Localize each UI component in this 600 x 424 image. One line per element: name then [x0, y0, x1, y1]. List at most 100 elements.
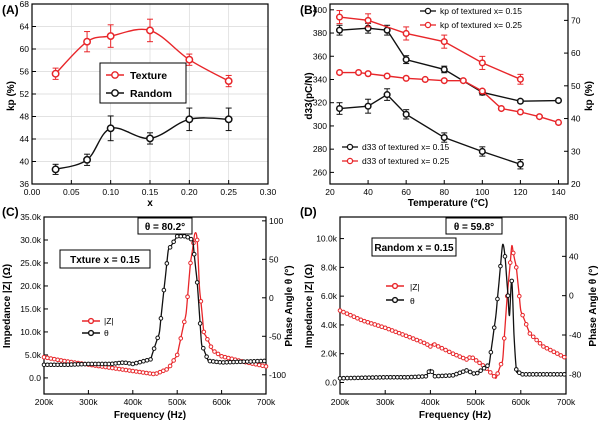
- panel-d-series-1-point-54: [432, 374, 438, 379]
- panel-d-legend-theta: θ: [410, 296, 415, 306]
- panel-d-xtick-label-5: 700k: [557, 397, 576, 407]
- panel-c-series-0-point-72: [164, 367, 169, 372]
- panel-c-series-1-point-56: [137, 359, 143, 365]
- panel-d-series-0-point-62: [447, 349, 452, 355]
- panel-d-series-0-point-88: [491, 373, 497, 379]
- panel-b-series-2-point-3: [402, 110, 410, 118]
- panel-d-series-1-point-18: [370, 375, 375, 380]
- panel-a-series-0-point-0: [51, 69, 60, 78]
- panel-d-plot-frame: [339, 216, 567, 395]
- panel-d-legend-z: |Z|: [410, 282, 420, 292]
- panel-d-series-1-point-84: [485, 363, 490, 369]
- panel-b-legend-kp-015: kp of textured x= 0.15: [440, 6, 522, 16]
- panel-d-series-0-point-102: [513, 265, 519, 270]
- panel-a-ytick-left-label-5: 56: [20, 67, 30, 77]
- panel-b-ylabel-right: kp (%): [584, 81, 595, 111]
- panel-a-ytick-left-label-6: 60: [20, 44, 30, 54]
- panel-c: (C) Frequency (Hz) Impedance |Z| (Ω) Pha…: [2, 205, 295, 421]
- panel-a-series-1-point-3: [146, 134, 154, 143]
- panel-c-xtick-label-3: 500k: [168, 397, 187, 407]
- panel-d-series-0-point-92: [498, 361, 504, 367]
- panel-d-series-0-point-56: [435, 344, 441, 349]
- panel-d-series-0-point-118: [541, 344, 546, 349]
- panel-d-series-1-point-94: [502, 254, 508, 259]
- panel-d-theta-annotation: θ = 59.8°: [454, 222, 494, 233]
- panel-c-sample-box: [59, 249, 151, 269]
- panel-c-series-0-point-76: [171, 358, 176, 363]
- panel-b-series-3-point-2: [364, 70, 372, 78]
- panel-d-series-0-point-58: [439, 345, 445, 351]
- panel-d-ylabel-left: Impedance |Z| (Ω): [304, 264, 315, 348]
- panel-b-series-0-point-4: [440, 65, 448, 74]
- panel-c-series-0-point-100: [212, 349, 217, 354]
- panel-d-series-0-point-76: [470, 355, 476, 361]
- panel-d-xtick-label-4: 600k: [512, 397, 531, 407]
- panel-b-xtick-label-4: 100: [475, 187, 489, 197]
- panel-a-ytick-left-label-1: 40: [20, 157, 30, 167]
- panel-d-series-0-point-42: [410, 336, 416, 341]
- panel-b-series-0-line: [339, 27, 559, 102]
- panel-d-series-1-point-86: [488, 349, 494, 355]
- panel-d-series-0-point-54: [432, 342, 437, 347]
- panel-c-legend-theta: θ: [104, 328, 109, 338]
- panel-c-legend-theta-marker: [87, 329, 95, 337]
- panel-d-xtick-label-2: 400k: [421, 397, 440, 407]
- panel-d-series-1-point-74: [467, 369, 473, 375]
- panel-d-series-0-point-130: [561, 354, 567, 360]
- panel-b-series-3-point-0: [335, 68, 344, 77]
- panel-d-theta-box: [445, 217, 503, 235]
- panel-b-series-1-point-3: [440, 38, 448, 46]
- panel-b-legend-kp-025: kp of textured x= 0.25: [440, 20, 522, 30]
- panel-d-series-1-point-44: [416, 374, 421, 379]
- panel-c-series-1-point-64: [151, 346, 157, 351]
- panel-c-series-0-point-92: [198, 298, 204, 304]
- panel-c-ylabel-left: Impedance |Z| (Ω): [2, 264, 13, 348]
- panel-c-xtick-label-4: 600k: [212, 397, 231, 407]
- panel-b-xlabel: Temperature (°C): [408, 198, 489, 209]
- panel-c-series-1-point-72: [164, 261, 170, 266]
- panel-b-xtick-label-3: 80: [440, 187, 450, 197]
- panel-b-series-3-line: [339, 71, 559, 124]
- panel-c-series-0-point-78: [174, 352, 180, 358]
- panel-b-xtick-label-1: 40: [363, 187, 373, 197]
- panel-d-series-0-point-46: [418, 339, 423, 344]
- panel-d-series-1-point-98: [509, 278, 515, 284]
- panel-c-series-1-point-58: [141, 358, 146, 364]
- panel-a-xtick-label-3: 0.15: [142, 187, 159, 197]
- panel-d-series-0-point-106: [520, 312, 525, 318]
- panel-b-ytick-left-label-4: 340: [313, 74, 327, 84]
- panel-d-ytick-left-label-0: 0.0: [325, 377, 337, 387]
- panel-d-ytick-left-label-4: 8.0k: [321, 262, 338, 272]
- panel-d-series-1-point-16: [366, 375, 372, 380]
- panel-b-series-3-point-4: [402, 74, 410, 82]
- panel-b-ytick-right-label-2: 40: [571, 114, 581, 124]
- panel-d-series-1-point-38: [405, 374, 411, 380]
- panel-d-series-1-point-2: [341, 375, 346, 381]
- panel-a-xtick-label-6: 0.30: [260, 187, 277, 197]
- panel-d-series-1-point-46: [419, 374, 425, 379]
- panel-c-series-1-point-50: [126, 361, 132, 366]
- panel-d-series-1-point-58: [439, 373, 445, 379]
- panel-c-ytick-left-label-1: 5.0k: [25, 350, 42, 360]
- panel-a-ytick-left-label-4: 52: [20, 89, 30, 99]
- panel-c-series-1-point-54: [134, 360, 139, 366]
- panel-a-series-1-point-5: [224, 115, 233, 124]
- panel-b-series-3-point-1: [355, 68, 363, 77]
- panel-d-ylabel-right: Phase Angle θ (°): [588, 265, 599, 346]
- panel-d-legend-theta-marker: [391, 296, 399, 304]
- panel-a-series-0-point-5: [224, 77, 233, 86]
- panel-d-ytick-left-label-5: 10.0k: [316, 234, 338, 244]
- panel-b-series-3-point-9: [497, 104, 505, 113]
- panel-c-series-1-point-74: [167, 245, 173, 250]
- panel-d-series-0-point-90: [495, 371, 500, 376]
- panel-a-series-1-point-2: [106, 124, 115, 133]
- panel-d-series-0-point-44: [414, 337, 420, 343]
- panel-d-series-1-point-48: [423, 374, 429, 379]
- panel-a-series-1-point-1: [83, 155, 92, 164]
- panel-d-series-1-point-78: [474, 370, 480, 376]
- panel-a-xlabel: x: [147, 198, 153, 209]
- panel-b-xtick-label-0: 20: [325, 187, 335, 197]
- panel-a-xtick-label-0: 0.00: [24, 187, 41, 197]
- panel-c-theta-box: [137, 217, 193, 235]
- panel-c-series-0-point-74: [167, 363, 173, 369]
